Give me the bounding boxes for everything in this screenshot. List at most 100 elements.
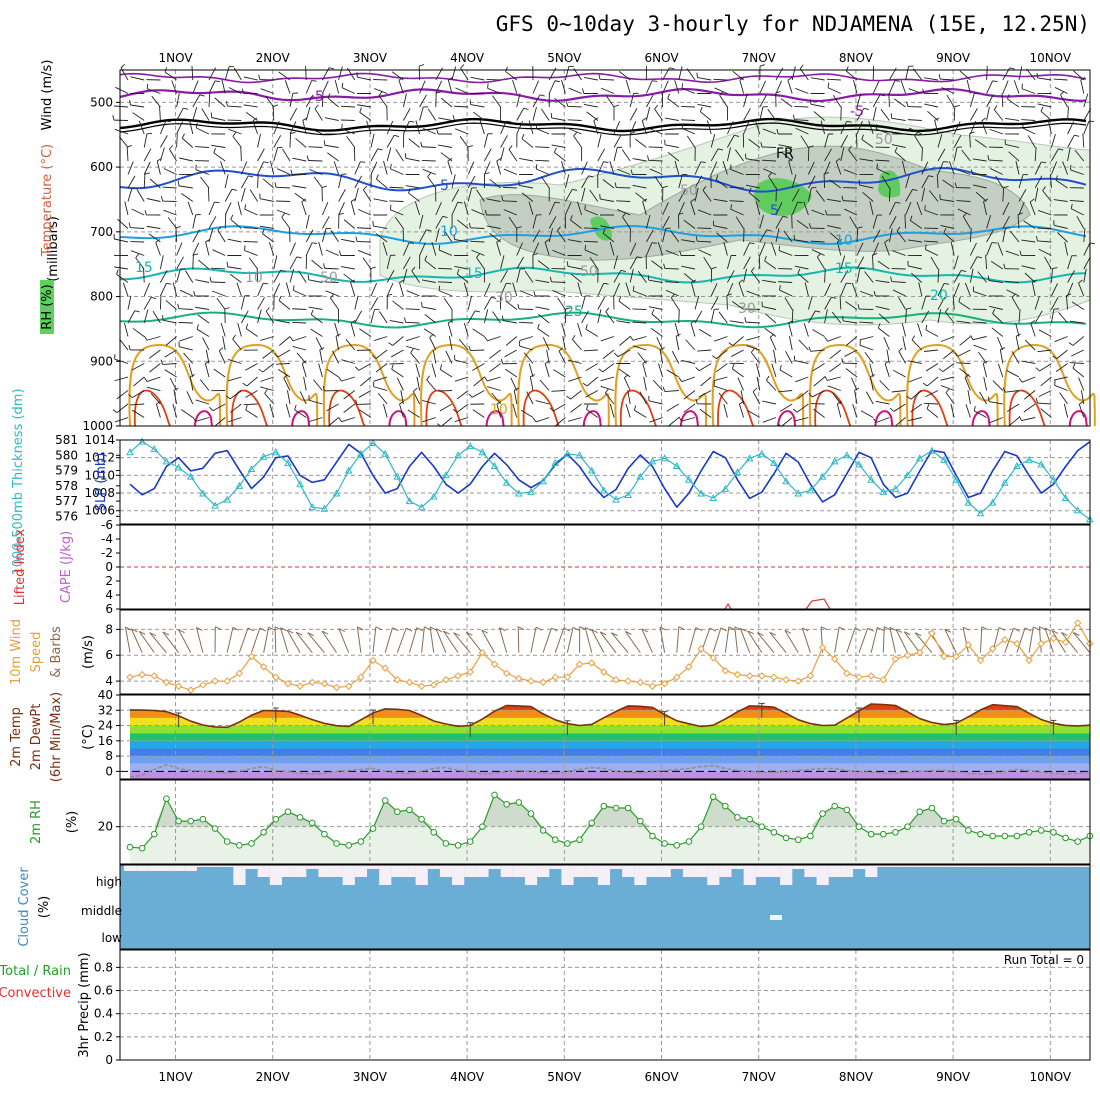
thickness-point	[915, 454, 924, 462]
wind-barb	[600, 198, 615, 202]
wind-barb	[972, 336, 987, 341]
cloud-clear-gap	[925, 865, 939, 867]
wind10-point	[733, 670, 742, 679]
wind-barb	[629, 268, 634, 283]
wind-barb	[824, 297, 832, 310]
wind-barb	[197, 314, 210, 324]
wind-barb	[160, 135, 168, 148]
wind-barb	[905, 174, 910, 189]
wind-barb-flag	[553, 147, 557, 153]
wind-barb	[958, 301, 971, 310]
thickness-point	[1061, 493, 1070, 502]
wind-barb	[924, 349, 939, 352]
wind-barb-flag	[678, 416, 682, 422]
wind-barb	[658, 363, 664, 378]
wind-barb	[146, 386, 161, 391]
cloud-clear-gap	[306, 865, 319, 869]
wind-barb	[983, 201, 988, 216]
wind-barb	[1039, 363, 1052, 372]
wind-barb-flag	[651, 309, 655, 315]
wind-barb-flag	[302, 360, 307, 364]
wind-barb-flag	[744, 317, 747, 323]
cloud-clear-gap	[1023, 865, 1036, 867]
wind-barb	[746, 290, 760, 297]
wind-barb	[613, 282, 620, 297]
wind-barb	[690, 201, 696, 216]
wind-barb	[586, 376, 599, 387]
wind-barb	[114, 266, 129, 270]
thickness-point	[539, 477, 547, 485]
wind-barb	[257, 297, 265, 310]
wind-barb	[402, 121, 410, 135]
wind-barb	[651, 260, 663, 270]
wind-barb-flag	[160, 196, 164, 202]
wind10-point	[600, 668, 608, 676]
wind-barb	[138, 120, 145, 135]
wind-barb	[813, 111, 825, 121]
wind-barb	[224, 189, 233, 202]
wind-barb	[1078, 404, 1085, 418]
y-tick-label: 40	[98, 688, 113, 702]
wind-barb	[654, 176, 663, 189]
wind-barb	[681, 359, 696, 364]
wind-barb	[908, 417, 922, 422]
wind10-barb-flag	[599, 631, 607, 636]
wind-barb-flag	[245, 323, 249, 329]
thickness-point	[1073, 506, 1082, 514]
wind-barb	[536, 128, 550, 135]
date-tick-bottom: 4NOV	[450, 1070, 485, 1084]
wind-barb	[905, 66, 910, 81]
rh2m-point	[831, 802, 839, 810]
wind-barb	[974, 139, 987, 148]
wind-barb	[914, 135, 923, 148]
cloud-level-label: high	[96, 875, 122, 889]
wind-barb	[127, 295, 132, 310]
wind-barb-flag	[787, 77, 793, 81]
wind-barb	[829, 349, 842, 360]
wind10-point	[612, 676, 620, 684]
wind-barb	[198, 259, 210, 270]
wind-barb	[375, 363, 388, 373]
thickness-point	[527, 487, 535, 495]
wind-barb	[124, 201, 129, 216]
wind-barb	[240, 187, 246, 202]
temp-band	[120, 695, 1090, 703]
wind-barb	[535, 146, 550, 148]
wind-barb	[217, 229, 226, 243]
wind-barb-flag	[906, 395, 912, 400]
wind-barb-flag	[943, 161, 949, 163]
wind10-barb-flag	[740, 627, 747, 632]
wind-barb	[117, 218, 129, 229]
date-tick-bottom: 5NOV	[547, 1070, 582, 1084]
wind-barb-flag	[712, 355, 717, 359]
wind-barb	[815, 190, 825, 202]
wind10-barb-flag	[443, 630, 450, 635]
wind-barb	[859, 158, 874, 162]
wind-barb	[723, 241, 728, 256]
wind-barb	[869, 201, 874, 216]
rh2m-grid	[120, 780, 1090, 864]
wind-barb	[743, 108, 751, 121]
wind-barb	[437, 281, 453, 283]
date-tick-bottom: 1NOV	[158, 1070, 193, 1084]
wind-barb	[561, 322, 566, 337]
wind-barb	[617, 349, 631, 358]
wind-barb	[731, 349, 744, 357]
cloud-clear-gap	[391, 865, 404, 877]
wind-barb	[358, 390, 372, 398]
wind10-barb-flag	[769, 631, 777, 636]
wind-barb	[213, 152, 226, 162]
wind10-barb-flag	[139, 630, 146, 635]
wind-barb	[1050, 133, 1056, 148]
wind-barb	[310, 314, 323, 324]
wind-barb	[901, 160, 907, 175]
wind-barb	[147, 88, 161, 94]
wind-barb	[761, 159, 777, 162]
wind-barb	[552, 290, 566, 297]
rh2m-area	[130, 794, 1090, 864]
wind-barb	[729, 187, 744, 189]
wind-barb	[502, 186, 517, 189]
wind-barb	[602, 179, 615, 189]
wind-barb-flag	[549, 407, 554, 412]
cloud-clear-gap	[476, 865, 489, 877]
